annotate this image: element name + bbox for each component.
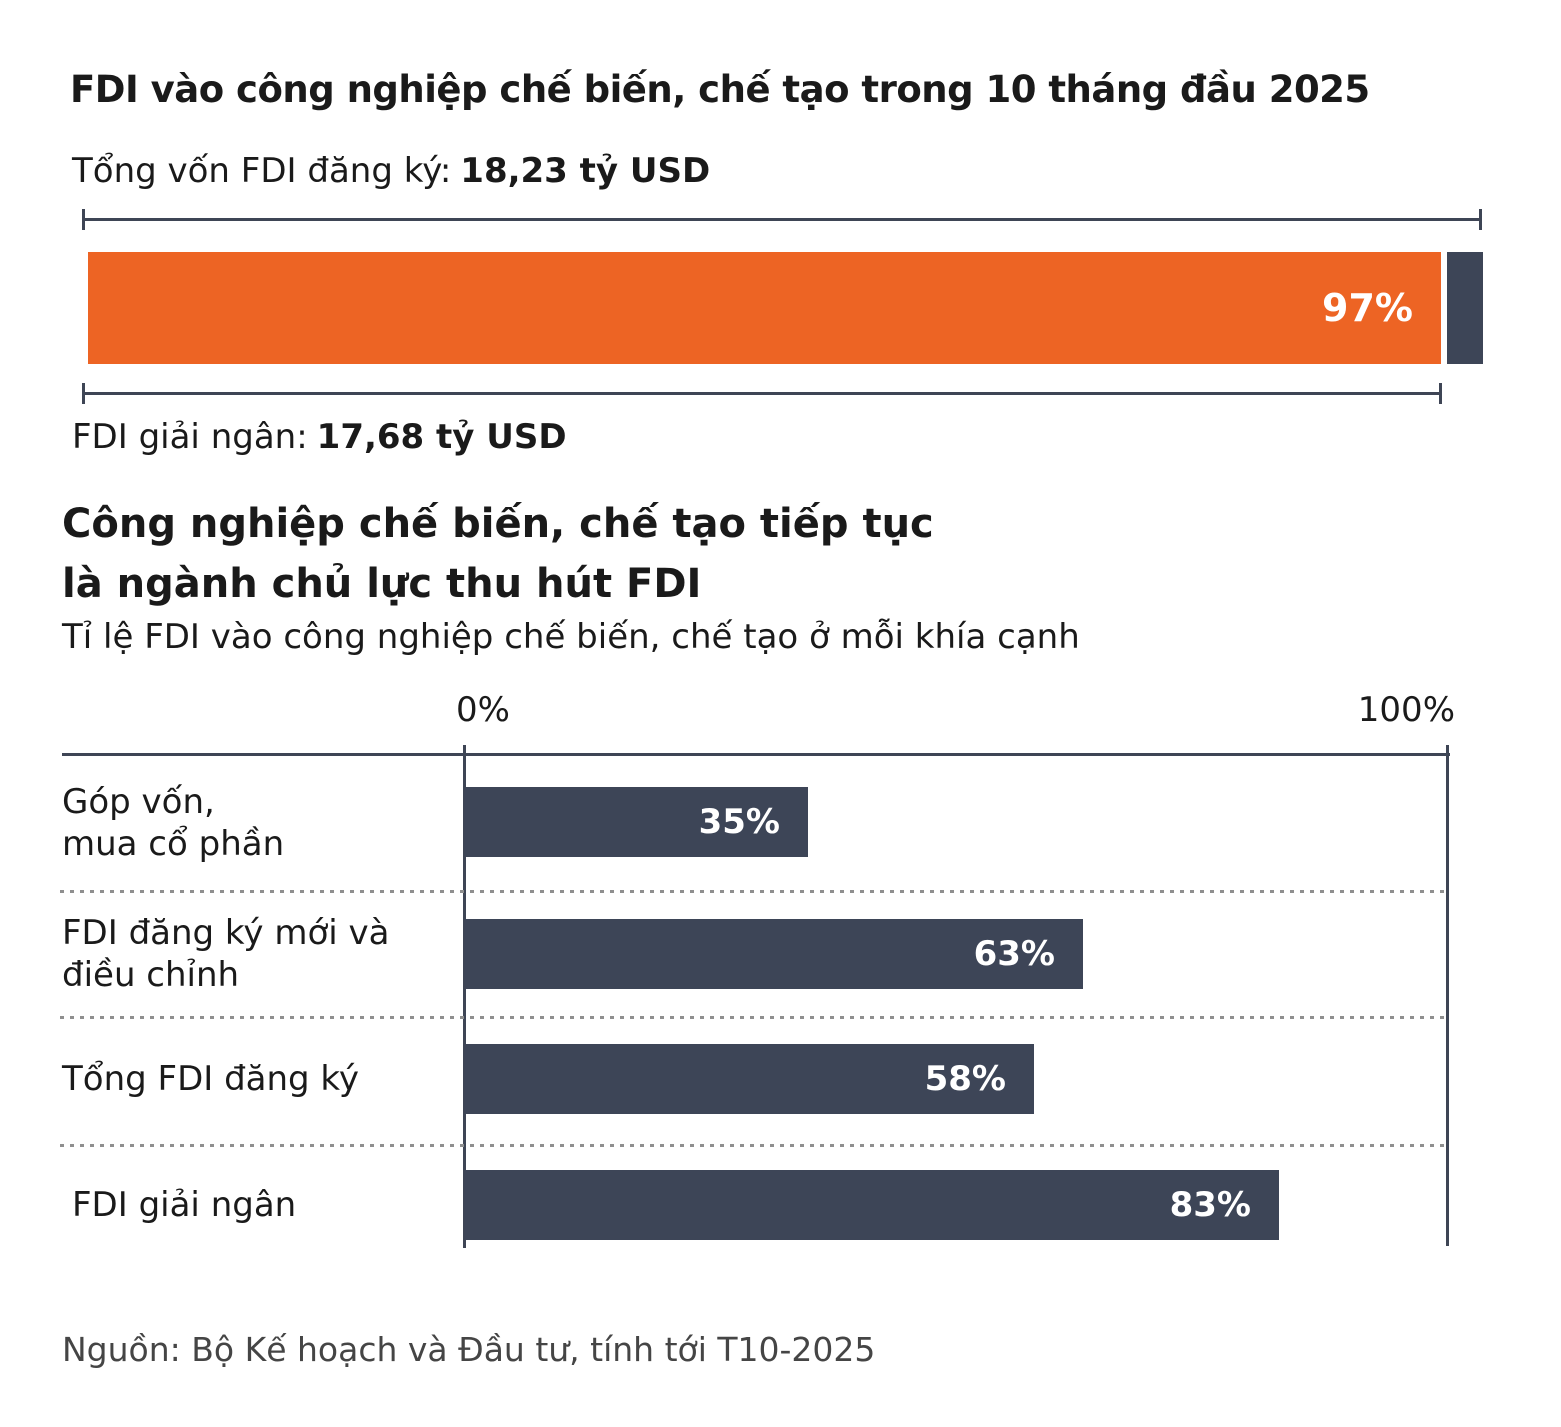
bar-value-label: 58% (924, 1059, 1006, 1099)
disbursed-fdi-label: FDI giải ngân: (72, 417, 308, 457)
disbursed-share-percent-label: 97% (1322, 286, 1413, 330)
registered-fdi-caption: Tổng vốn FDI đăng ký: 18,23 tỷ USD (72, 150, 710, 193)
row-separator (60, 1144, 1450, 1147)
disbursed-bracket-left-tick (82, 383, 85, 404)
row-label-tong-fdi-dang-ky: Tổng FDI đăng ký (62, 1058, 452, 1100)
remainder-segment (1447, 252, 1483, 364)
axis-label-0: 0% (456, 690, 510, 730)
chart-right-axis (1446, 745, 1449, 1246)
bar-value-label: 63% (973, 934, 1055, 974)
row-label-gop-von: Góp vốn, mua cổ phần (62, 781, 452, 865)
registered-bracket-right-tick (1479, 209, 1482, 230)
row-separator (60, 890, 1450, 893)
row-label-line: FDI giải ngân (72, 1185, 297, 1225)
row-label-line: FDI đăng ký mới và (62, 913, 390, 953)
bar-fdi-giai-ngan: 83% (465, 1170, 1279, 1240)
disbursed-fdi-caption: FDI giải ngân: 17,68 tỷ USD (72, 416, 567, 459)
axis-label-100: 100% (1357, 690, 1455, 730)
row-label-line: Góp vốn, (62, 782, 215, 822)
registered-fdi-value: 18,23 tỷ USD (460, 151, 711, 191)
registered-bracket-left-tick (82, 209, 85, 230)
page-title: FDI vào công nghiệp chế biến, chế tạo tr… (70, 68, 1370, 111)
disbursed-bracket-right-tick (1439, 383, 1442, 404)
source-note: Nguồn: Bộ Kế hoạch và Đầu tư, tính tới T… (62, 1330, 876, 1369)
bar-value-label: 35% (698, 802, 780, 842)
chart-left-axis (463, 745, 466, 1248)
row-label-fdi-dang-ky-moi: FDI đăng ký mới và điều chỉnh (62, 912, 452, 996)
section-heading: Công nghiệp chế biến, chế tạo tiếp tục l… (62, 494, 934, 614)
row-label-fdi-giai-ngan: FDI giải ngân (72, 1184, 462, 1226)
chart-top-rule (62, 753, 1450, 756)
bar-fdi-dang-ky-moi: 63% (465, 919, 1083, 989)
disbursed-fdi-value: 17,68 tỷ USD (316, 417, 567, 457)
disbursed-bracket-line (82, 392, 1442, 395)
bar-gop-von: 35% (465, 787, 808, 857)
section-heading-line2: là ngành chủ lực thu hút FDI (62, 561, 702, 607)
registered-bracket-line (82, 218, 1482, 221)
row-label-line: Tổng FDI đăng ký (62, 1059, 360, 1099)
bar-tong-fdi-dang-ky: 58% (465, 1044, 1034, 1114)
registered-fdi-label: Tổng vốn FDI đăng ký: (72, 151, 452, 191)
section-heading-line1: Công nghiệp chế biến, chế tạo tiếp tục (62, 501, 934, 547)
row-label-line: điều chỉnh (62, 955, 240, 995)
disbursed-share-bar: 97% (88, 252, 1441, 364)
row-separator (60, 1016, 1450, 1019)
bar-value-label: 83% (1169, 1185, 1251, 1225)
row-label-line: mua cổ phần (62, 824, 285, 864)
section-subtitle: Tỉ lệ FDI vào công nghiệp chế biến, chế … (62, 617, 1080, 657)
